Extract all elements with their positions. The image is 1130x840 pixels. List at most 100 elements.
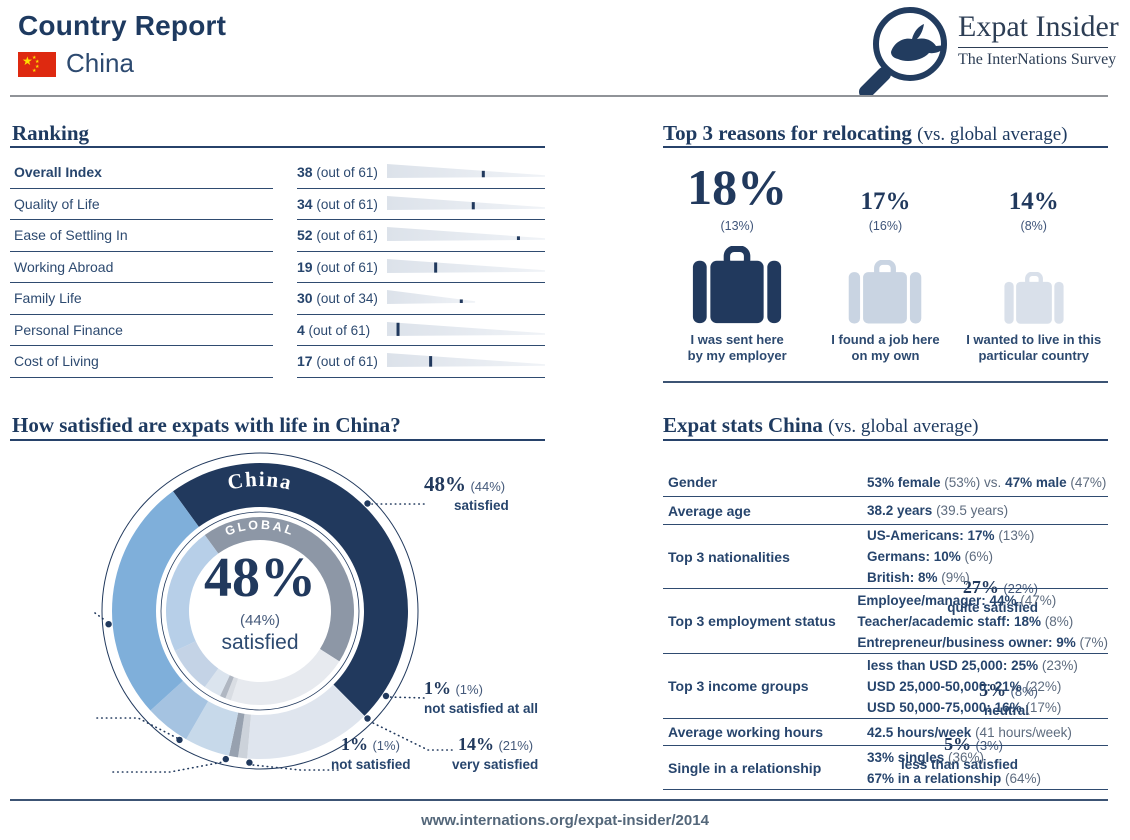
reasons-title: Top 3 reasons for relocating (vs. global… [663, 121, 1068, 146]
suitcase-icon [1004, 272, 1064, 324]
callout-global-value: (44%) [470, 479, 506, 494]
stats-row-label: Top 3 nationalities [668, 548, 790, 565]
reason-value: 14% [1008, 188, 1059, 215]
stats-row-values: less than USD 25,000: 25% (23%) USD 25,00… [867, 655, 1108, 718]
rank-bar [387, 290, 476, 305]
callout-leader-line [94, 612, 107, 622]
satisfaction-title: How satisfied are expats with life in Ch… [12, 413, 401, 437]
ranking-table: Overall Index 38 (out of 61) Quality of … [10, 157, 545, 378]
callout-china-value: 1% [424, 678, 451, 698]
brand-title: Expat Insider [958, 10, 1119, 43]
reason-item: 17% (16%) I found a job here on my own [811, 152, 959, 364]
reason-value: 18% [687, 159, 788, 215]
stats-value-line: USD 50,000-75,000: 16% (17%) [867, 699, 1062, 715]
rank-marker [471, 201, 475, 210]
reasons-underline [663, 146, 1108, 148]
stats-table: Gender 53% female (53%) vs. 47% male (47… [663, 468, 1108, 790]
donut-center-label: satisfied [221, 631, 299, 654]
stats-title-note: (vs. global average) [828, 416, 979, 437]
callout-leader-line [112, 761, 224, 773]
ranking-row: Family Life 30 (out of 34) [10, 283, 545, 315]
callout-leader-line [252, 764, 339, 771]
stats-title: Expat stats China (vs. global average) [663, 413, 978, 438]
stats-row-label: Single in a relationship [668, 759, 822, 776]
rank-marker [396, 322, 400, 336]
ranking-row-label: Ease of Settling In [10, 220, 274, 252]
ranking-row-value: 19 (out of 61) [297, 258, 378, 275]
ranking-row-valuecell: 19 (out of 61) [297, 252, 545, 283]
callout-label: not satisfied [331, 757, 411, 772]
ranking-row-label: Working Abroad [10, 252, 274, 283]
rank-bar [387, 227, 545, 242]
stats-row-label: Gender [668, 474, 718, 490]
ranking-row-valuecell: 38 (out of 61) [297, 157, 545, 189]
callout-china-value: 48% [424, 472, 466, 496]
reason-global-note: (13%) [720, 219, 754, 233]
ranking-row-valuecell: 4 (out of 61) [297, 315, 545, 346]
stats-row-values: US-Americans: 17% (13%) Germans: 10% (6%)… [867, 525, 1108, 588]
reason-global-note: (16%) [868, 219, 903, 233]
svg-text:★: ★ [22, 54, 33, 68]
satisfaction-underline [10, 439, 545, 441]
ranking-row-label: Family Life [10, 283, 274, 315]
ranking-row-valuecell: 17 (out of 61) [297, 346, 545, 378]
reason-label: I wanted to live in this particular count… [966, 332, 1102, 363]
stats-value-line: Germans: 10% (6%) [867, 549, 994, 564]
bird-icon [891, 24, 947, 61]
svg-text:★: ★ [35, 59, 40, 65]
stats-row-label: Average working hours [668, 724, 824, 740]
ranking-row-value: 17 (out of 61) [297, 353, 378, 370]
callout-label: less than satisfied [900, 757, 1018, 772]
callout-label: neutral [983, 703, 1029, 718]
ranking-row-valuecell: 52 (out of 61) [297, 220, 545, 252]
stats-value-line: 33% singles (36%) [867, 749, 985, 765]
stats-value-line: 42.5 hours/week (41 hours/week) [867, 724, 1072, 740]
stats-value-line: USD 25,000-50,000: 21% (22%) [867, 678, 1062, 694]
page-title: Country Report [18, 10, 227, 41]
stats-row: Average age 38.2 years (39.5 years) [663, 497, 1108, 525]
reason-global-note: (8%) [1020, 219, 1047, 233]
satisfaction-donut-chart: China GLOBAL [60, 445, 460, 790]
china-flag-icon: ★ ★ ★ ★ ★ [18, 52, 56, 77]
stats-row: Top 3 income groups less than USD 25,000… [663, 654, 1108, 719]
brand-subtitle: The InterNations Survey [958, 51, 1117, 68]
country-name: China [66, 48, 134, 78]
rank-marker [516, 236, 520, 241]
callout-global-value: (8%) [1010, 684, 1038, 699]
ranking-row-label: Personal Finance [10, 315, 274, 346]
reasons-title-note: (vs. global average) [917, 124, 1068, 145]
callout-china-value: 5% [979, 680, 1007, 700]
callout-china-value: 14% [458, 734, 494, 754]
svg-text:★: ★ [32, 55, 37, 61]
reason-label: I was sent here by my employer [687, 332, 787, 363]
suitcase-icon [693, 246, 782, 324]
ranking-row-label: Cost of Living [10, 346, 274, 378]
stats-row-label: Average age [668, 502, 751, 519]
inner-ring-label: GLOBAL [223, 518, 297, 539]
callout-global-value: (21%) [498, 738, 534, 753]
reasons-title-text: Top 3 reasons for relocating [663, 121, 912, 145]
header-rule [10, 95, 1108, 97]
ranking-row-label: Overall Index [10, 157, 274, 189]
stats-row-values: 33% singles (36%) 67% in a relationship (… [867, 747, 1108, 789]
ranking-row-label: Quality of Life [10, 189, 274, 220]
stats-value-line: 67% in a relationship (64%) [867, 770, 1042, 786]
callout-label: very satisfied [452, 757, 539, 772]
svg-text:★: ★ [35, 64, 40, 70]
reasons-list: 18% (13%) I was sent here by my employer … [663, 152, 1108, 364]
callout-dot [364, 500, 371, 507]
callout-dot [246, 759, 253, 766]
reason-item: 14% (8%) I wanted to live in this particu… [960, 152, 1108, 364]
rank-bar [387, 353, 545, 368]
stats-row: Top 3 employment status Employee/manager… [663, 589, 1108, 654]
reasons-bottom-rule [663, 381, 1108, 383]
stats-row-label: Top 3 employment status [668, 613, 836, 629]
ranking-row-value: 38 (out of 61) [297, 164, 378, 181]
callout-label: not satisfied at all [424, 701, 539, 716]
donut-callout: 14% (21%) very satisfied [452, 734, 539, 773]
callout-dot [105, 621, 112, 628]
suitcase-icon [849, 260, 922, 324]
svg-text:★: ★ [32, 68, 37, 74]
donut-center-value: 48% [204, 547, 316, 609]
